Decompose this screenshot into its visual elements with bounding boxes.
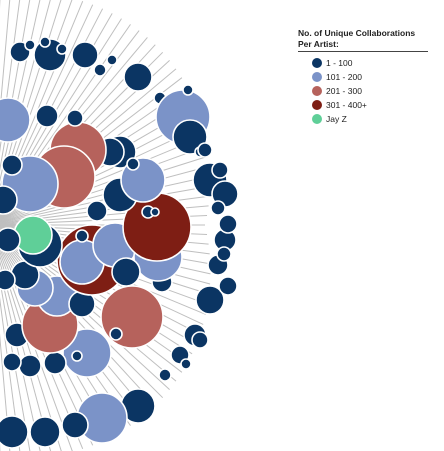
bubble bbox=[109, 327, 123, 341]
bubble bbox=[210, 200, 226, 216]
bubble bbox=[150, 207, 160, 217]
bubble bbox=[100, 285, 164, 349]
legend-swatch bbox=[312, 86, 322, 96]
legend-items: 1 - 100 101 - 200 201 - 300 301 - 400+ J… bbox=[298, 56, 428, 126]
legend-item: 101 - 200 bbox=[312, 70, 428, 84]
bubble bbox=[43, 351, 67, 375]
legend-swatch bbox=[312, 58, 322, 68]
bubble bbox=[211, 161, 229, 179]
legend-label: 101 - 200 bbox=[326, 72, 362, 82]
legend-title: No. of Unique Collaborations Per Artist: bbox=[298, 28, 428, 52]
bubble bbox=[1, 154, 23, 176]
bubble bbox=[180, 358, 192, 370]
bubble bbox=[172, 119, 208, 155]
bubble bbox=[0, 185, 18, 215]
legend-item: 301 - 400+ bbox=[312, 98, 428, 112]
legend-label: 1 - 100 bbox=[326, 58, 353, 68]
link-line bbox=[0, 155, 210, 223]
link-line bbox=[0, 165, 211, 223]
bubble bbox=[0, 97, 31, 143]
bubble bbox=[195, 285, 225, 315]
bubble bbox=[35, 104, 59, 128]
bubble bbox=[75, 229, 89, 243]
bubble bbox=[197, 142, 213, 158]
bubble bbox=[106, 54, 118, 66]
bubble-nodes bbox=[0, 36, 239, 449]
legend-swatch bbox=[312, 114, 322, 124]
bubble bbox=[218, 214, 238, 234]
bubble bbox=[2, 352, 22, 372]
bubble bbox=[18, 354, 42, 378]
bubble bbox=[29, 416, 61, 448]
bubble bbox=[0, 227, 21, 253]
legend-swatch bbox=[312, 72, 322, 82]
legend-label: 301 - 400+ bbox=[326, 100, 367, 110]
bubble bbox=[182, 84, 194, 96]
legend-label: Jay Z bbox=[326, 114, 347, 124]
bubble bbox=[71, 41, 99, 69]
bubble bbox=[24, 39, 36, 51]
bubble bbox=[61, 411, 89, 439]
bubble bbox=[93, 63, 107, 77]
bubble bbox=[0, 269, 16, 291]
bubble bbox=[39, 36, 51, 48]
bubble bbox=[218, 276, 238, 296]
bubble bbox=[71, 350, 83, 362]
bubble bbox=[216, 246, 232, 262]
bubble bbox=[86, 200, 108, 222]
bubble bbox=[56, 43, 68, 55]
bubble bbox=[66, 109, 84, 127]
bubble bbox=[123, 62, 153, 92]
bubble bbox=[111, 257, 141, 287]
legend-label: 201 - 300 bbox=[326, 86, 362, 96]
bubble bbox=[191, 331, 209, 349]
legend-item: 201 - 300 bbox=[312, 84, 428, 98]
bubble bbox=[126, 157, 140, 171]
legend-item: 1 - 100 bbox=[312, 56, 428, 70]
legend: No. of Unique Collaborations Per Artist:… bbox=[298, 28, 428, 126]
legend-swatch bbox=[312, 100, 322, 110]
legend-item: Jay Z bbox=[312, 112, 428, 126]
bubble bbox=[0, 415, 29, 449]
bubble bbox=[62, 328, 112, 378]
bubble bbox=[158, 368, 172, 382]
